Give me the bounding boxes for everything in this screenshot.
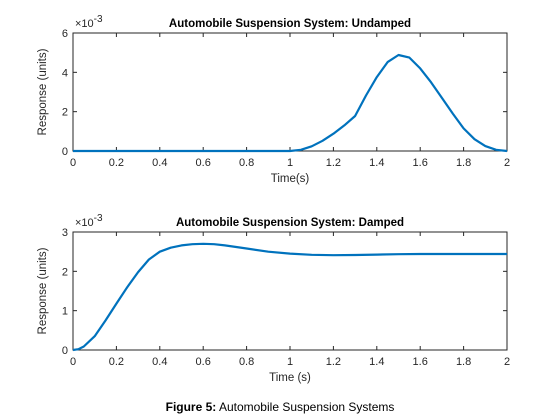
undamped-exponent: ×10-3 xyxy=(75,14,103,30)
damped-xtick-label: 0.2 xyxy=(109,356,124,368)
undamped-ytick-label: 0 xyxy=(62,146,68,158)
undamped-xtick-label: 0 xyxy=(70,157,76,169)
undamped-xtick-label: 0.2 xyxy=(109,157,124,169)
damped-ytick-label: 0 xyxy=(62,345,68,357)
undamped-plot-title: Automobile Suspension System: Undamped xyxy=(169,18,411,30)
undamped-xtick-label: 1.8 xyxy=(456,157,471,169)
damped-xtick-label: 1.8 xyxy=(456,356,471,368)
undamped-xtick-label: 1.2 xyxy=(326,157,341,169)
undamped-xtick-label: 1.6 xyxy=(413,157,428,169)
damped-xtick-label: 1.6 xyxy=(413,356,428,368)
damped-xtick-label: 1 xyxy=(287,356,293,368)
damped-xtick-label: 0 xyxy=(70,356,76,368)
damped-xtick-label: 0.4 xyxy=(152,356,167,368)
damped-xtick-label: 2 xyxy=(504,356,510,368)
damped-xtick-label: 1.2 xyxy=(326,356,341,368)
damped-xlabel: Time (s) xyxy=(269,372,311,384)
damped-response-line xyxy=(72,242,507,352)
undamped-plot: Automobile Suspension System: Undamped T… xyxy=(37,14,510,185)
undamped-xtick-label: 1 xyxy=(287,157,293,169)
figure-caption-label: Figure 5: xyxy=(165,400,217,414)
damped-plot: Automobile Suspension System: Damped Tim… xyxy=(37,213,510,384)
figure-caption-text: Automobile Suspension Systems xyxy=(218,400,395,414)
undamped-ytick-label: 2 xyxy=(62,107,68,119)
damped-xtick-label: 0.8 xyxy=(239,356,254,368)
undamped-xtick-label: 0.4 xyxy=(152,157,167,169)
damped-plot-axes-box xyxy=(72,231,508,351)
damped-ylabel: Response (units) xyxy=(37,247,49,334)
damped-exponent: ×10-3 xyxy=(75,213,103,229)
undamped-xtick-label: 2 xyxy=(504,157,510,169)
damped-ytick-label: 3 xyxy=(62,227,68,239)
undamped-plot-axes-box xyxy=(72,32,508,152)
damped-ytick-label: 2 xyxy=(62,266,68,278)
figure-caption: Figure 5: Automobile Suspension Systems xyxy=(0,400,560,414)
undamped-response-line xyxy=(73,53,508,153)
damped-exponent-power: -3 xyxy=(94,213,103,224)
damped-exponent-base: ×10 xyxy=(75,217,94,229)
undamped-exponent-power: -3 xyxy=(94,14,103,25)
damped-xtick-label: 1.4 xyxy=(369,356,384,368)
undamped-exponent-base: ×10 xyxy=(75,18,94,30)
undamped-ylabel: Response (units) xyxy=(37,48,49,135)
undamped-ytick-label: 4 xyxy=(62,67,68,79)
damped-plot-title: Automobile Suspension System: Damped xyxy=(176,217,404,229)
undamped-xtick-label: 1.4 xyxy=(369,157,384,169)
undamped-xlabel: Time(s) xyxy=(271,173,310,185)
undamped-xtick-label: 0.8 xyxy=(239,157,254,169)
undamped-xtick-label: 0.6 xyxy=(196,157,211,169)
undamped-ytick-label: 6 xyxy=(62,28,68,40)
damped-xtick-label: 0.6 xyxy=(196,356,211,368)
damped-ytick-label: 1 xyxy=(62,306,68,318)
